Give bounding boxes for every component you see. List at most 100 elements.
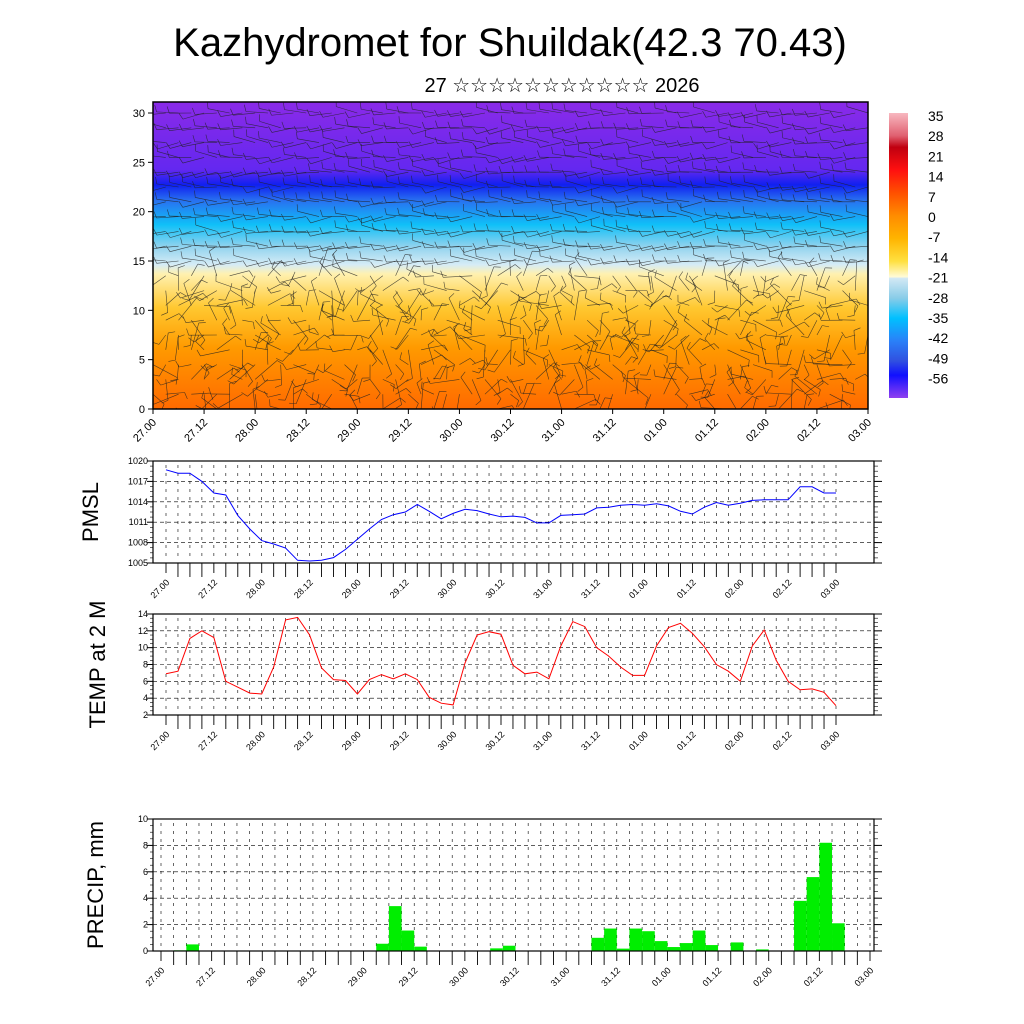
wind-barb	[693, 231, 715, 238]
wind-barb-flag	[562, 223, 566, 231]
wind-barb-flag	[528, 332, 533, 339]
colorbar	[889, 113, 908, 398]
wind-barb-flag	[499, 333, 506, 339]
wind-barb-flag	[730, 176, 732, 184]
wind-barb	[578, 361, 601, 380]
wind-barb	[641, 216, 664, 218]
wind-barb	[833, 180, 856, 188]
wind-barb-flag	[370, 261, 375, 268]
wind-barb-flag	[300, 305, 303, 313]
wind-barb	[846, 186, 868, 194]
wind-barb	[318, 408, 320, 409]
wind-barb-flag	[268, 167, 272, 175]
wind-barb-flag	[594, 344, 599, 352]
wind-barb-flag	[161, 312, 168, 316]
wind-barb	[621, 332, 639, 351]
wind-barb	[425, 186, 447, 194]
plot-frame	[152, 818, 875, 952]
wind-barb-flag	[421, 200, 426, 207]
wind-barb	[609, 338, 613, 350]
wind-barb-flag	[410, 327, 418, 331]
wind-barb	[625, 337, 633, 350]
wind-barb-flag	[402, 321, 410, 324]
wind-barb	[443, 275, 473, 278]
wind-barb	[701, 383, 707, 395]
wind-barb	[252, 389, 256, 409]
wind-barb	[778, 388, 798, 409]
wind-barb	[638, 408, 639, 409]
wind-barb-flag	[589, 176, 592, 184]
wind-barb	[322, 198, 345, 203]
x-tick-label: 28.12	[292, 729, 315, 752]
wind-barb	[361, 201, 383, 208]
wind-barb	[225, 290, 230, 301]
wind-barb	[655, 376, 677, 380]
wind-barb-flag	[473, 296, 480, 302]
wind-barb	[552, 136, 575, 143]
wind-barb	[680, 209, 703, 217]
wind-barb-flag	[357, 139, 362, 146]
wind-barb-flag	[443, 344, 448, 352]
wind-barb-flag	[791, 185, 796, 193]
wind-barb-flag	[779, 166, 783, 174]
wind-barb	[245, 231, 268, 234]
wind-barb-flag	[793, 236, 796, 244]
wind-barb	[153, 112, 166, 115]
wind-barb	[373, 124, 396, 129]
wind-barb-flag	[242, 226, 247, 234]
wind-barb	[335, 245, 358, 250]
wind-barb	[519, 300, 549, 306]
wind-barb-flag	[460, 371, 466, 378]
wind-barb-flag	[460, 149, 464, 157]
wind-barb-flag	[554, 310, 562, 316]
wind-barb-flag	[574, 252, 580, 259]
wind-barb-flag	[520, 314, 527, 320]
wind-barb-flag	[595, 330, 599, 338]
wind-barb-flag	[691, 161, 694, 169]
wind-barb	[222, 323, 230, 336]
wind-barb	[522, 383, 528, 395]
wind-barb-flag	[663, 140, 668, 148]
wind-barb-flag	[818, 313, 822, 321]
wind-barb-flag	[472, 142, 477, 149]
wind-barb	[178, 293, 204, 306]
wind-barb-flag	[166, 106, 170, 114]
wind-barb-flag	[186, 328, 189, 336]
wind-barb-flag	[201, 391, 205, 399]
wind-barb-flag	[703, 238, 706, 246]
wind-barb-flag	[345, 389, 348, 397]
wind-barb-flag	[383, 170, 388, 177]
wind-barb-flag	[322, 303, 324, 311]
wind-barb-flag	[459, 172, 465, 179]
wind-barb-flag	[518, 294, 520, 302]
wind-barb	[382, 379, 395, 385]
wind-barb	[623, 377, 651, 380]
wind-barb-flag	[242, 260, 247, 267]
colorbar-label: -28	[928, 290, 948, 306]
wind-barb	[676, 393, 688, 406]
wind-barb	[765, 283, 775, 291]
wind-barb-flag	[501, 282, 509, 286]
wind-barb-flag	[178, 113, 184, 120]
wind-barb-flag	[754, 222, 758, 230]
y-axis-title: TEMP at 2 M	[85, 601, 110, 729]
wind-barb	[629, 171, 651, 176]
wind-barb	[820, 139, 843, 143]
wind-barb-flag	[217, 241, 221, 248]
wind-barb	[209, 251, 218, 276]
wind-barb-flag	[819, 205, 822, 213]
wind-barb-flag	[192, 107, 196, 115]
wind-barb-flag	[600, 138, 604, 146]
wind-barb-flag	[791, 216, 797, 223]
wind-barb-flag	[805, 240, 808, 247]
wind-barb	[331, 305, 334, 335]
wind-barb-flag	[819, 161, 822, 169]
wind-barb	[412, 201, 434, 209]
wind-barb	[290, 295, 294, 306]
wind-barb	[752, 275, 760, 295]
wind-barb	[321, 394, 332, 409]
wind-barb	[663, 319, 679, 330]
wind-barb-flag	[268, 156, 273, 164]
wind-barb	[311, 281, 320, 306]
wind-barb-flag	[829, 143, 835, 150]
